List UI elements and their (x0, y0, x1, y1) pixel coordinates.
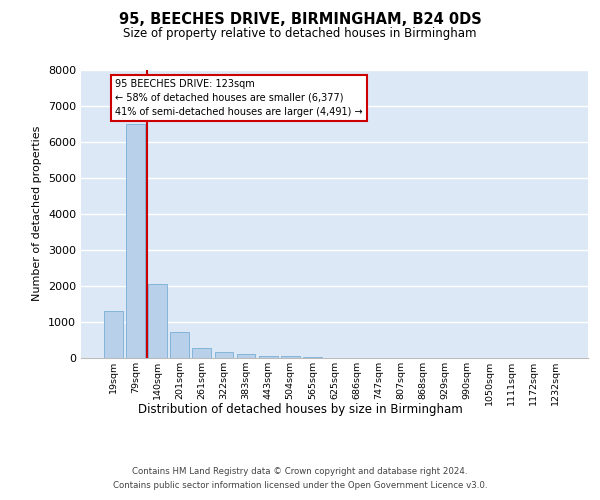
Bar (193, 348, 211, 358)
Bar (215, 352, 233, 358)
Bar (281, 356, 299, 358)
Text: 95, BEECHES DRIVE, BIRMINGHAM, B24 0DS: 95, BEECHES DRIVE, BIRMINGHAM, B24 0DS (119, 12, 481, 28)
Bar (259, 356, 278, 358)
Text: Contains HM Land Registry data © Crown copyright and database right 2024.: Contains HM Land Registry data © Crown c… (132, 468, 468, 476)
Bar (148, 284, 167, 358)
Bar (126, 124, 145, 358)
Text: Contains public sector information licensed under the Open Government Licence v3: Contains public sector information licen… (113, 481, 487, 490)
Bar (104, 311, 123, 358)
Y-axis label: Number of detached properties: Number of detached properties (32, 126, 43, 302)
Bar (236, 354, 256, 358)
Text: Distribution of detached houses by size in Birmingham: Distribution of detached houses by size … (137, 402, 463, 415)
Text: Size of property relative to detached houses in Birmingham: Size of property relative to detached ho… (123, 28, 477, 40)
Text: 95 BEECHES DRIVE: 123sqm
← 58% of detached houses are smaller (6,377)
41% of sem: 95 BEECHES DRIVE: 123sqm ← 58% of detach… (115, 79, 363, 117)
Bar (170, 332, 189, 357)
